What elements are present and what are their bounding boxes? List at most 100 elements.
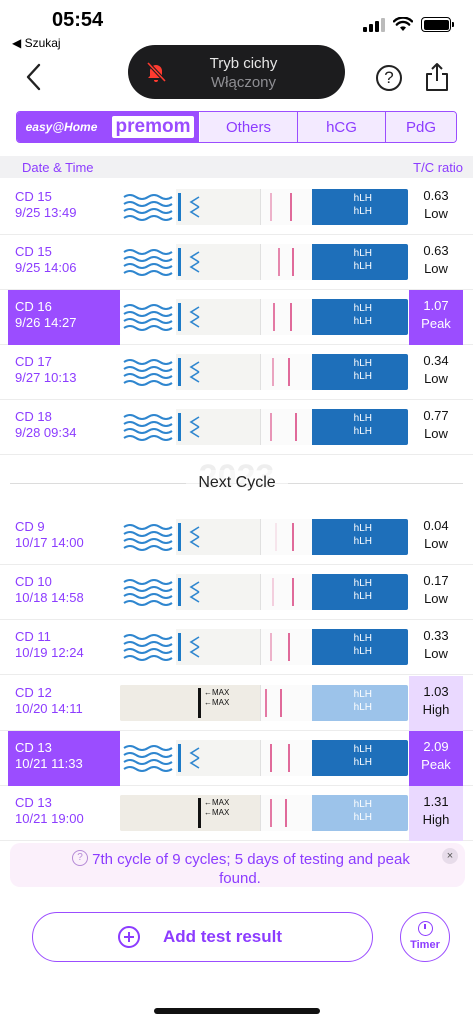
test-row[interactable]: CD 12 10/20 14:11 ←MAX ←MAX hLH hLH 1.03 High xyxy=(0,676,473,731)
test-row[interactable]: CD 17 9/27 10:13 hLH hLH 0.34 Low xyxy=(0,345,473,400)
add-test-result-label: Add test result xyxy=(163,927,283,946)
row-date-cell: CD 9 10/17 14:00 xyxy=(8,510,120,565)
tab-premom[interactable]: premom xyxy=(107,112,200,142)
strip-wave-pattern xyxy=(120,519,176,555)
strip-handle: hLH hLH xyxy=(312,519,408,555)
strip-handle-label: hLH hLH xyxy=(353,578,372,602)
banner-close-button[interactable]: × xyxy=(442,848,458,864)
tc-ratio-value: 0.34 xyxy=(423,353,449,368)
cellular-signal-icon xyxy=(363,17,385,32)
test-row[interactable]: CD 13 10/21 19:00 ←MAX ←MAX hLH hLH 1.31 High xyxy=(0,786,473,841)
row-date-cell: CD 17 9/27 10:13 xyxy=(8,345,120,400)
test-row[interactable]: CD 13 10/21 11:33 hLH hLH 2.09 Peak xyxy=(0,731,473,786)
add-test-result-button[interactable]: Add test result xyxy=(32,912,373,962)
test-row[interactable]: CD 15 9/25 14:06 hLH hLH 0.63 Low xyxy=(0,235,473,290)
strip-wave-pattern xyxy=(120,795,176,831)
test-datetime: 10/19 12:24 xyxy=(15,645,84,660)
tc-ratio-level: Low xyxy=(424,591,448,606)
test-strip-photo[interactable]: hLH hLH xyxy=(120,519,408,555)
tc-ratio-cell: 0.34 Low xyxy=(409,345,463,400)
strip-wave-pattern xyxy=(120,629,176,665)
test-strip-photo[interactable]: hLH hLH xyxy=(120,574,408,610)
strip-arrow-icon xyxy=(188,305,202,329)
test-row[interactable]: CD 16 9/26 14:27 hLH hLH 1.07 Peak xyxy=(0,290,473,345)
test-strip-photo[interactable]: ←MAX ←MAX hLH hLH xyxy=(120,685,408,721)
tc-ratio-value: 0.17 xyxy=(423,573,449,588)
strip-handle: hLH hLH xyxy=(312,629,408,665)
row-date-cell: CD 12 10/20 14:11 xyxy=(8,676,120,731)
test-row[interactable]: CD 11 10/19 12:24 hLH hLH 0.33 Low xyxy=(0,620,473,675)
tc-ratio-cell: 0.04 Low xyxy=(409,510,463,565)
strip-test-line xyxy=(270,193,272,221)
strip-control-line xyxy=(292,578,294,606)
test-datetime: 9/27 10:13 xyxy=(15,370,77,385)
back-chevron-icon[interactable] xyxy=(22,62,46,92)
strip-test-line xyxy=(270,744,272,772)
strip-handle: hLH hLH xyxy=(312,409,408,445)
strip-wave-pattern xyxy=(120,409,176,445)
status-icons xyxy=(363,17,454,32)
timer-button[interactable]: Timer xyxy=(400,912,450,962)
wifi-icon xyxy=(393,17,413,31)
strip-wave-pattern xyxy=(120,189,176,225)
cycle-day: CD 12 xyxy=(15,685,52,700)
test-strip-photo[interactable]: hLH hLH xyxy=(120,629,408,665)
test-row[interactable]: CD 10 10/18 14:58 hLH hLH 0.17 Low xyxy=(0,565,473,620)
cycle-summary-banner: ? 7th cycle of 9 cycles; 5 days of testi… xyxy=(10,843,465,887)
help-button[interactable]: ? xyxy=(376,65,402,91)
silent-mode-pill: Tryb cichy Włączony xyxy=(128,45,345,99)
test-row[interactable]: CD 9 10/17 14:00 hLH hLH 0.04 Low xyxy=(0,510,473,565)
strip-handle-label: hLH hLH xyxy=(353,248,372,272)
test-strip-photo[interactable]: hLH hLH xyxy=(120,299,408,335)
test-strip-photo[interactable]: hLH hLH xyxy=(120,409,408,445)
tc-ratio-level: Low xyxy=(424,371,448,386)
strip-arrow-icon xyxy=(188,360,202,384)
test-datetime: 10/20 14:11 xyxy=(15,701,83,716)
strip-control-line xyxy=(288,358,290,386)
tc-ratio-cell: 0.17 Low xyxy=(409,565,463,620)
row-date-cell: CD 10 10/18 14:58 xyxy=(8,565,120,620)
strip-blue-mark xyxy=(178,744,181,772)
cycle-day: CD 15 xyxy=(15,244,52,259)
strip-blue-mark xyxy=(178,578,181,606)
status-back-to-app[interactable]: ◀ Szukaj xyxy=(12,36,61,50)
tab-hcg[interactable]: hCG xyxy=(298,112,386,142)
timer-label: Timer xyxy=(410,939,440,951)
test-strip-photo[interactable]: ←MAX ←MAX hLH hLH xyxy=(120,795,408,831)
test-row[interactable]: CD 15 9/25 13:49 hLH hLH 0.63 Low xyxy=(0,180,473,235)
cycle-day: CD 9 xyxy=(15,519,45,534)
tc-ratio-level: High xyxy=(422,702,450,717)
tc-ratio-value: 0.04 xyxy=(423,518,449,533)
strip-handle: hLH hLH xyxy=(312,244,408,280)
tc-ratio-level: Peak xyxy=(421,316,451,331)
strip-blue-mark xyxy=(178,413,181,441)
test-strip-photo[interactable]: hLH hLH xyxy=(120,740,408,776)
tc-ratio-level: Low xyxy=(424,426,448,441)
strip-control-line xyxy=(285,799,287,827)
strip-arrow-icon xyxy=(188,415,202,439)
test-strip-photo[interactable]: hLH hLH xyxy=(120,244,408,280)
strip-handle: hLH hLH xyxy=(312,795,408,831)
strip-test-line xyxy=(270,633,272,661)
strip-handle: hLH hLH xyxy=(312,574,408,610)
row-date-cell: CD 15 9/25 13:49 xyxy=(8,180,120,235)
strip-blue-mark xyxy=(178,358,181,386)
tab-pdg[interactable]: PdG xyxy=(386,112,456,142)
strip-blue-mark xyxy=(178,633,181,661)
share-icon[interactable] xyxy=(424,62,450,92)
cycle-day: CD 11 xyxy=(15,629,51,644)
strip-handle: hLH hLH xyxy=(312,740,408,776)
test-strip-photo[interactable]: hLH hLH xyxy=(120,189,408,225)
test-row[interactable]: CD 18 9/28 09:34 hLH hLH 0.77 Low xyxy=(0,400,473,455)
tc-ratio-cell: 1.03 High xyxy=(409,676,463,731)
tab-easy-home[interactable]: easy@Home xyxy=(17,112,107,142)
tab-others[interactable]: Others xyxy=(200,112,298,142)
home-indicator[interactable] xyxy=(154,1008,320,1014)
tc-ratio-level: High xyxy=(422,812,450,827)
test-strip-photo[interactable]: hLH hLH xyxy=(120,354,408,390)
cycle-day: CD 17 xyxy=(15,354,52,369)
strip-blue-mark xyxy=(178,303,181,331)
strip-handle: hLH hLH xyxy=(312,354,408,390)
tc-ratio-value: 0.63 xyxy=(423,243,449,258)
test-datetime: 10/17 14:00 xyxy=(15,535,84,550)
